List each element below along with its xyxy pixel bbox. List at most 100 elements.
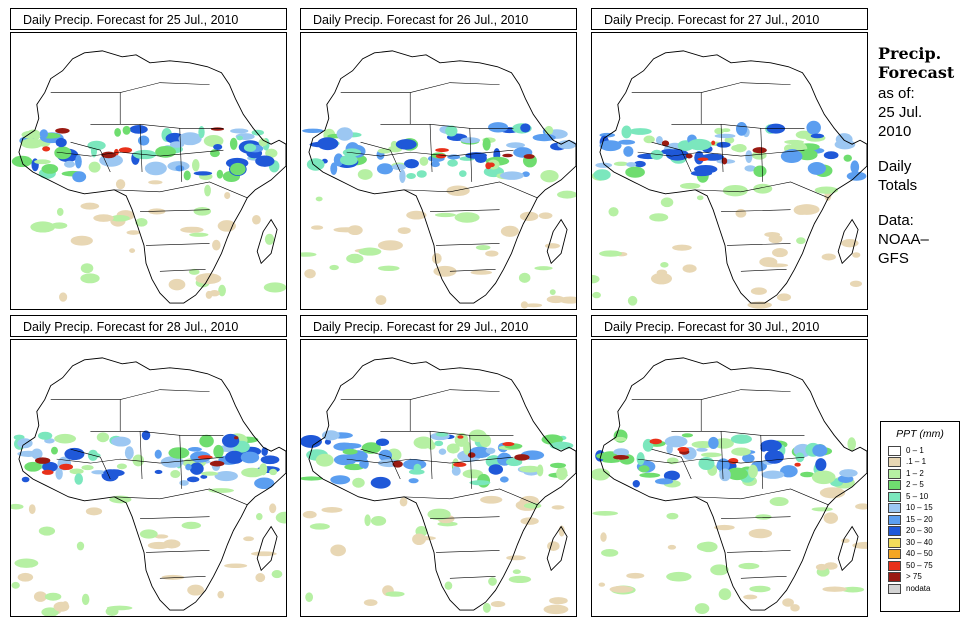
precip-cell (549, 462, 567, 469)
precip-cell (592, 274, 600, 284)
precip-cell (795, 452, 805, 463)
precip-cell (193, 207, 212, 216)
precip-cell (613, 448, 630, 457)
precip-cell (251, 129, 264, 136)
country-border (430, 209, 500, 213)
precip-cell (609, 585, 634, 593)
legend-swatch (888, 514, 901, 525)
precip-cell (524, 303, 543, 308)
precip-cell (404, 158, 419, 169)
precip-cell (655, 135, 663, 145)
heavy-precip-cell (502, 153, 513, 158)
precip-cell (719, 468, 731, 482)
precip-cell (690, 170, 713, 177)
precip-cell (55, 137, 67, 148)
precip-cell (224, 191, 231, 200)
legend-title: PPT (mm) (896, 428, 944, 440)
precip-cell (275, 511, 286, 524)
precip-cell (761, 470, 785, 479)
precip-cell (601, 548, 619, 557)
precip-cell (520, 123, 531, 133)
precip-cell (41, 164, 59, 174)
legend-swatch (888, 583, 901, 594)
precip-cell (544, 125, 554, 135)
heavy-precip-cell (794, 462, 801, 467)
precip-cell (613, 436, 627, 442)
heavy-precip-cell (118, 147, 133, 154)
legend-label: 40 – 50 (906, 549, 933, 559)
precip-cell (544, 243, 561, 249)
country-border (727, 550, 791, 553)
precip-cell (315, 453, 334, 467)
precip-cell (742, 453, 755, 463)
precip-cell (663, 470, 680, 481)
precip-cell (546, 295, 565, 304)
precip-cell (731, 144, 746, 152)
precip-cell (148, 180, 163, 185)
precip-cell (41, 607, 59, 616)
precip-cell (812, 444, 828, 457)
legend-swatch (888, 572, 901, 583)
country-border (449, 575, 496, 579)
precip-cell (839, 469, 858, 478)
precip-cell (193, 171, 213, 176)
precip-cell (333, 227, 359, 233)
precip-cell (722, 184, 748, 197)
precip-cell (618, 139, 636, 145)
country-border (140, 209, 210, 213)
precip-cell (358, 247, 382, 256)
precip-cell (346, 253, 364, 264)
precip-cell (216, 169, 224, 179)
africa-landmass (599, 357, 867, 611)
precip-cell (490, 601, 506, 608)
country-border (404, 488, 538, 506)
precip-cell (200, 474, 208, 479)
africa-map (592, 50, 867, 309)
precip-cell (147, 541, 170, 550)
precip-cell (430, 161, 440, 168)
madagascar-outline (256, 525, 278, 572)
country-border (159, 575, 206, 579)
precip-cell (701, 452, 722, 458)
precip-cell (183, 170, 191, 181)
heavy-precip-cell (488, 162, 495, 168)
asof-date-line-1: 25 Jul. (878, 104, 923, 121)
precip-cell (377, 240, 403, 251)
precip-cell (408, 478, 419, 484)
precip-cell (810, 133, 825, 139)
heavy-precip-cell (649, 438, 662, 445)
precip-map (10, 32, 287, 310)
precip-map (300, 32, 577, 310)
legend-label: 15 – 20 (906, 514, 933, 524)
precip-cell (446, 443, 460, 454)
legend-item: 1 – 2 (881, 468, 959, 480)
precip-cell (623, 146, 634, 157)
precip-cell (375, 295, 387, 306)
precip-cell (724, 136, 735, 144)
precip-cell (333, 153, 344, 167)
precip-cell (459, 170, 467, 177)
precip-cell (224, 563, 248, 569)
precip-cell (796, 237, 806, 245)
legend-label: 50 – 75 (906, 560, 933, 570)
precip-cell (370, 516, 387, 526)
precip-cell (254, 477, 275, 490)
legend-label: 10 – 15 (906, 503, 933, 513)
precip-cell (116, 463, 127, 470)
precip-cell (155, 145, 176, 158)
precip-cell (55, 467, 63, 480)
precip-cell (626, 572, 645, 579)
precip-cell (42, 461, 58, 472)
precip-cell (416, 536, 436, 541)
heavy-precip-cell (210, 127, 225, 131)
country-border (380, 124, 514, 129)
precip-cell (302, 510, 317, 519)
precip-cell (408, 469, 425, 475)
panel-title: Daily Precip. Forecast for 26 Jul., 2010 (300, 8, 577, 30)
precip-cell (204, 184, 211, 197)
precip-cell (141, 430, 151, 441)
precip-cell (96, 432, 110, 443)
africa-landmass (308, 50, 576, 304)
precip-cell (255, 573, 266, 583)
legend-swatch (888, 537, 901, 548)
